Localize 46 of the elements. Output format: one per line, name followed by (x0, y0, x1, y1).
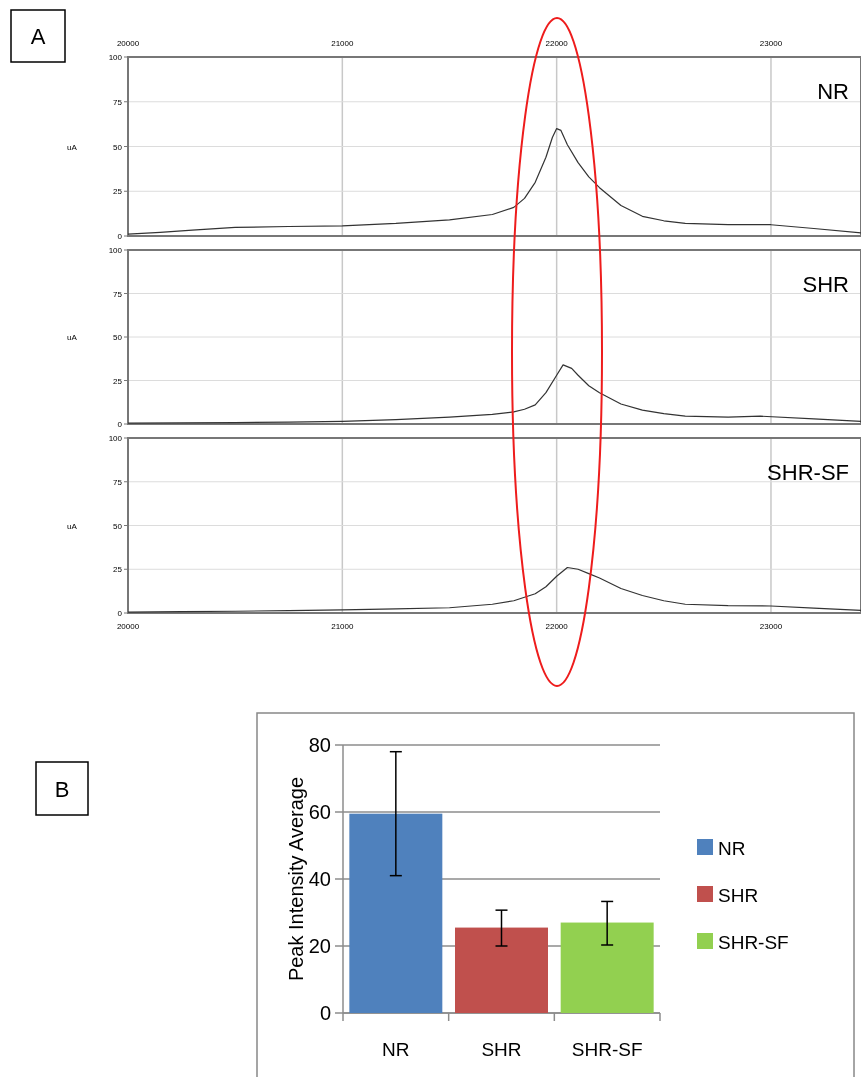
x2-tick-label: 20000 (116, 39, 140, 48)
y-tick-label: 100 (108, 246, 123, 255)
x2-tick-label: 23000 (759, 39, 783, 48)
x-tick-label: NR (382, 1039, 410, 1060)
y-tick-label: 100 (108, 53, 123, 62)
legend-label: NR (718, 838, 746, 859)
text: B (54, 776, 70, 802)
y-tick-label: 0 (319, 1002, 331, 1024)
legend-label: SHR (718, 885, 759, 906)
y-axis-title: uA (67, 142, 78, 152)
y-tick-label: 20 (308, 935, 331, 957)
y-tick-label: 25 (113, 376, 123, 386)
y-axis-title: uA (67, 333, 78, 342)
line-series (127, 566, 861, 613)
y-tick-label: 0 (117, 609, 123, 618)
y-tick-label: 75 (113, 289, 123, 299)
x2-tick-label: 21000 (331, 39, 354, 48)
y-tick-label: 100 (108, 434, 123, 443)
y-tick-label: 60 (308, 801, 331, 823)
y-tick-label: 50 (113, 142, 123, 152)
y-axis-title: uA (67, 521, 78, 531)
line-series (127, 364, 861, 424)
y-tick-label: 25 (113, 187, 123, 197)
y-tick-label: 25 (113, 565, 123, 575)
y-tick-label: 80 (308, 734, 331, 756)
x-tick-label: 21000 (331, 622, 354, 631)
y-axis-title: Peak Intensity Average (285, 776, 307, 982)
x-tick-label: 22000 (545, 622, 569, 631)
text: SHR-SF (767, 460, 849, 485)
y-tick-label: 75 (113, 477, 123, 487)
x-tick-label: SHR (481, 1039, 522, 1060)
line-series (127, 128, 861, 235)
y-tick-label: 0 (117, 232, 123, 241)
text: A (30, 24, 46, 49)
y-tick-label: 50 (113, 333, 123, 342)
y-tick-label: 50 (113, 521, 123, 531)
legend-label: SHR-SF (718, 932, 789, 953)
y-tick-label: 40 (308, 868, 331, 890)
x2-tick-label: 22000 (545, 39, 569, 48)
x-tick-label: 23000 (759, 622, 783, 631)
x-tick-label: SHR-SF (571, 1039, 643, 1060)
y-tick-label: 75 (113, 97, 123, 107)
y-tick-label: 0 (117, 420, 123, 429)
text: NR (817, 79, 849, 104)
text: SHR (802, 272, 849, 297)
x-tick-label: 20000 (116, 622, 140, 631)
